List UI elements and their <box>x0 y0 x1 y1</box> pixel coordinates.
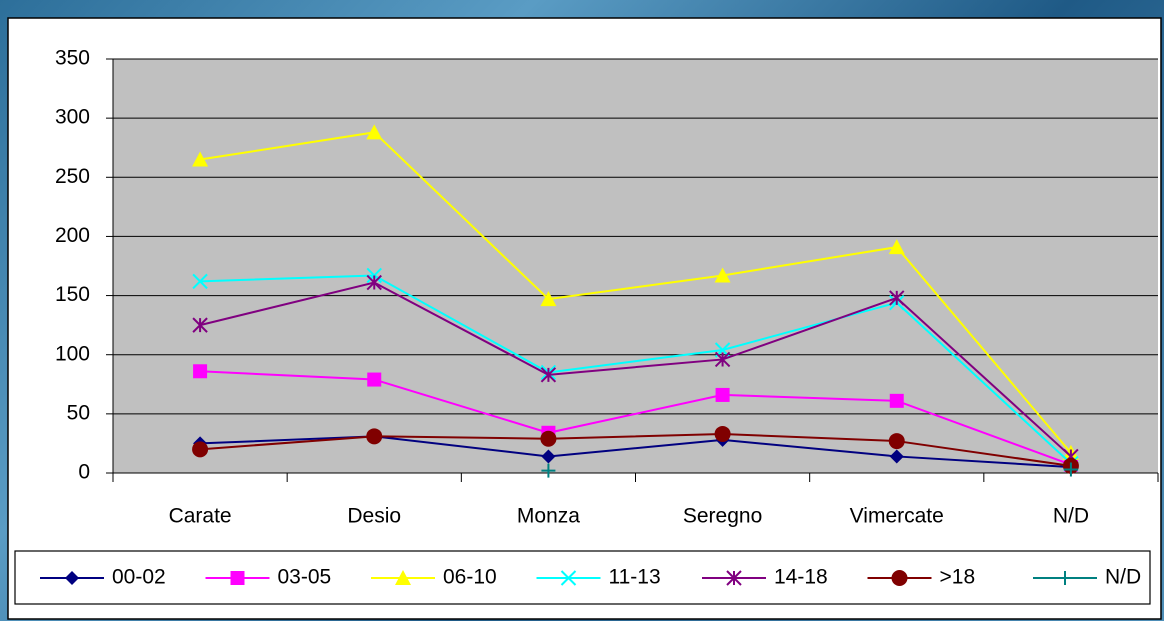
data-point <box>192 273 208 290</box>
legend-label: 14-18 <box>774 566 828 589</box>
data-point <box>367 372 382 387</box>
data-point <box>192 151 209 167</box>
legend-label: 11-13 <box>609 566 661 589</box>
data-point <box>192 441 209 458</box>
legend-label: N/D <box>1105 566 1141 589</box>
data-point <box>889 449 904 464</box>
data-point <box>889 290 905 306</box>
data-point <box>889 393 904 408</box>
legend-marker <box>891 570 908 586</box>
legend-label: 06-10 <box>443 566 497 589</box>
data-point <box>541 449 556 464</box>
y-tick-label: 250 <box>55 165 90 188</box>
legend-label: 03-05 <box>278 566 332 589</box>
y-tick-label: 50 <box>67 401 90 424</box>
legend-label: >18 <box>940 566 976 589</box>
legend-marker <box>395 570 411 585</box>
legend-marker <box>560 570 577 586</box>
data-point <box>714 267 731 283</box>
legend-marker <box>65 571 79 585</box>
legend-marker <box>230 571 245 585</box>
data-point <box>715 387 730 402</box>
data-point <box>714 425 731 442</box>
series-line <box>199 131 1072 454</box>
data-point <box>888 239 905 255</box>
series-line <box>199 281 1072 458</box>
x-tick-label: Monza <box>517 505 580 528</box>
plot-area <box>113 59 1158 473</box>
y-tick-label: 150 <box>55 283 90 306</box>
x-tick-label: Vimercate <box>850 505 944 528</box>
data-point <box>366 274 382 291</box>
y-tick-label: 100 <box>55 342 90 365</box>
data-point <box>541 463 556 478</box>
x-tick-label: Desio <box>347 505 401 528</box>
series-line <box>200 432 1072 467</box>
y-tick-label: 200 <box>55 224 90 247</box>
data-point <box>366 428 383 445</box>
data-point <box>192 317 208 333</box>
data-point <box>366 124 383 140</box>
y-tick-label: 0 <box>78 461 90 484</box>
series-line <box>200 370 1072 466</box>
y-tick-label: 350 <box>55 47 90 70</box>
data-point <box>193 364 208 379</box>
data-point <box>540 291 557 307</box>
data-point <box>540 367 557 383</box>
legend-label: 00-02 <box>112 566 166 589</box>
y-tick-label: 300 <box>55 106 90 129</box>
data-point <box>1063 462 1078 477</box>
legend-marker <box>726 570 742 586</box>
x-tick-label: Seregno <box>683 505 762 528</box>
data-point <box>714 351 731 368</box>
data-point <box>540 430 557 447</box>
series-line <box>200 274 1072 465</box>
x-tick-label: N/D <box>1053 505 1089 528</box>
legend-marker <box>1058 571 1072 585</box>
x-tick-label: Carate <box>169 505 232 528</box>
data-point <box>888 433 905 450</box>
data-point <box>366 267 382 284</box>
